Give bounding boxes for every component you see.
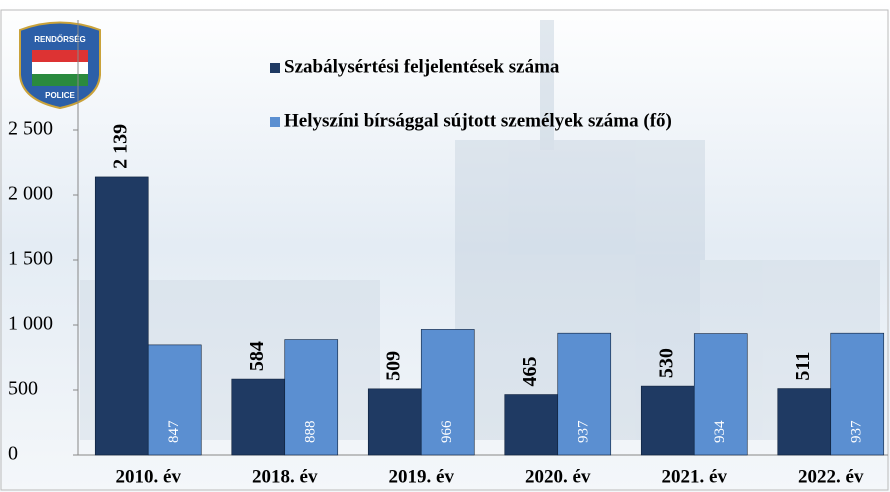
bar (777, 388, 832, 456)
bar (640, 385, 695, 456)
logo-text: POLICE (45, 91, 75, 100)
legend-swatch (270, 63, 280, 73)
y-tick-label: 1 500 (8, 248, 53, 270)
logo-text: RENDŐRSÉG (34, 35, 86, 44)
y-tick-label: 2 500 (8, 118, 53, 140)
y-tick-label: 0 (8, 443, 18, 465)
value-label: 966 (439, 420, 455, 443)
legend-label: Szabálysértési feljelentések száma (284, 56, 560, 77)
bar (147, 344, 202, 456)
value-label: 530 (655, 348, 677, 378)
frame (0, 9, 889, 491)
legend-swatch (270, 117, 280, 127)
x-tick-label: 2018. év (252, 466, 318, 487)
value-label: 465 (519, 357, 541, 387)
bar (284, 339, 339, 456)
x-tick-label: 2020. év (525, 466, 591, 487)
bar (367, 388, 422, 456)
value-label: 888 (303, 421, 319, 444)
bar (504, 394, 559, 456)
value-label: 937 (576, 420, 592, 443)
value-label: 847 (166, 420, 182, 443)
value-label: 511 (792, 352, 814, 381)
value-label: 509 (382, 351, 404, 381)
bar (94, 176, 149, 456)
bar (231, 378, 286, 456)
value-label: 584 (246, 341, 268, 371)
value-label: 937 (849, 420, 865, 443)
bar (420, 329, 475, 456)
bar (693, 333, 748, 456)
logo: RENDŐRSÉG POLICE (19, 21, 101, 110)
x-tick-label: 2022. év (798, 466, 864, 487)
y-tick-label: 500 (8, 378, 38, 400)
x-tick-label: 2010. év (116, 466, 182, 487)
bar (830, 332, 885, 456)
value-label: 2 139 (109, 124, 131, 169)
bar (557, 332, 612, 456)
y-tick-label: 2 000 (8, 183, 53, 205)
value-label: 934 (712, 420, 728, 443)
x-tick-label: 2021. év (662, 466, 728, 487)
legend-label: Helyszíni bírsággal sújtott személyek sz… (284, 110, 672, 131)
y-tick-label: 1 000 (8, 313, 53, 335)
x-tick-label: 2019. év (389, 466, 455, 487)
